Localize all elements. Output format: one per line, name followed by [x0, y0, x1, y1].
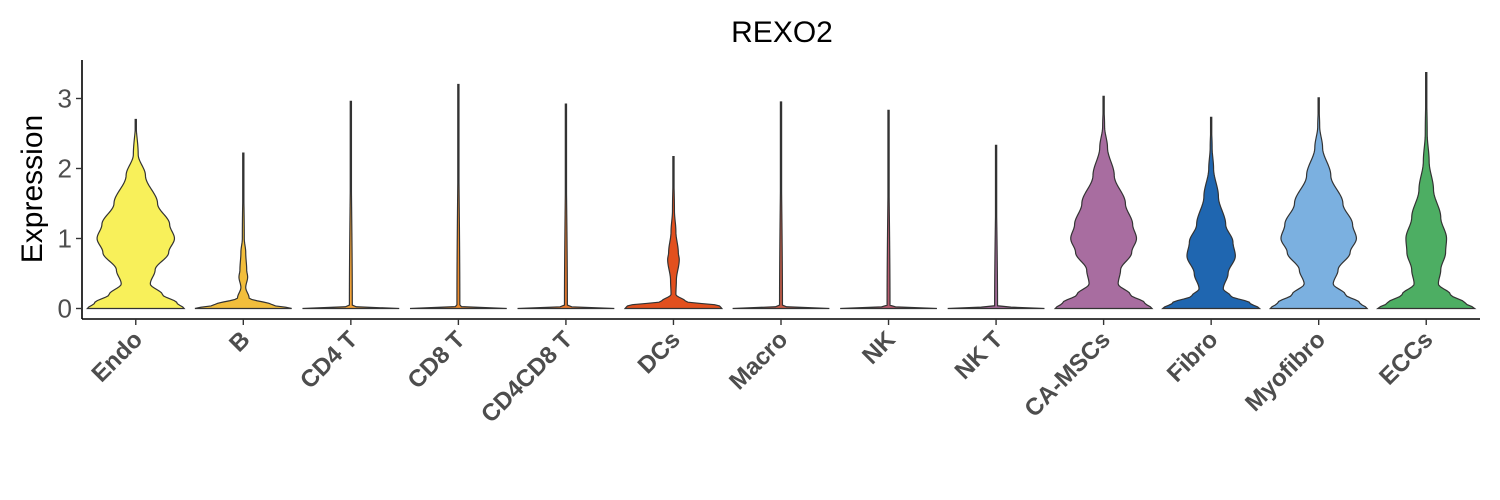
violin-macro: [732, 101, 830, 310]
chart-title: REXO2: [731, 16, 833, 49]
violin-b: [194, 152, 292, 310]
violin-dcs: [623, 156, 724, 310]
violin-endo: [86, 118, 186, 310]
x-tick-label: ECCs: [1374, 326, 1438, 390]
x-tick-label: B: [224, 326, 255, 357]
violin-cd4-t: [302, 100, 400, 310]
violins-layer: [86, 72, 1477, 310]
x-tick-label: Macro: [724, 326, 793, 395]
y-tick-label: 0: [58, 294, 72, 324]
x-tick-label: CD4 T: [295, 326, 363, 394]
x-tick-label: Myofibro: [1240, 326, 1331, 417]
x-tick-label: CA-MSCs: [1019, 326, 1115, 422]
x-ticks-layer: Endo B CD4 T CD8 T CD4CD8 T DCs Macro NK NK T CA-…: [86, 319, 1438, 428]
x-tick-label: CD8 T: [402, 326, 470, 394]
violin-cd8-t: [409, 83, 507, 310]
violin-eccs: [1375, 72, 1477, 310]
y-axis-label: Expression: [16, 115, 49, 263]
violin-myofibro: [1268, 97, 1369, 310]
x-tick-label: NK T: [950, 326, 1009, 385]
y-tick-label: 2: [58, 154, 72, 184]
y-tick-label: 1: [58, 224, 72, 254]
violin-ca-mscs: [1053, 95, 1154, 310]
y-tick-label: 3: [58, 84, 72, 114]
x-tick-label: CD4CD8 T: [476, 326, 578, 428]
y-ticks-layer: 0 1 2 3: [58, 84, 82, 324]
x-tick-label: NK: [857, 326, 901, 370]
violin-fibro: [1161, 116, 1262, 310]
x-tick-label: Endo: [86, 326, 148, 388]
x-tick-label: DCs: [633, 326, 686, 379]
violin-cd4cd8-t: [517, 103, 615, 310]
violin-nk-t: [947, 144, 1045, 310]
x-tick-label: Fibro: [1162, 326, 1224, 388]
violin-nk: [840, 109, 937, 310]
